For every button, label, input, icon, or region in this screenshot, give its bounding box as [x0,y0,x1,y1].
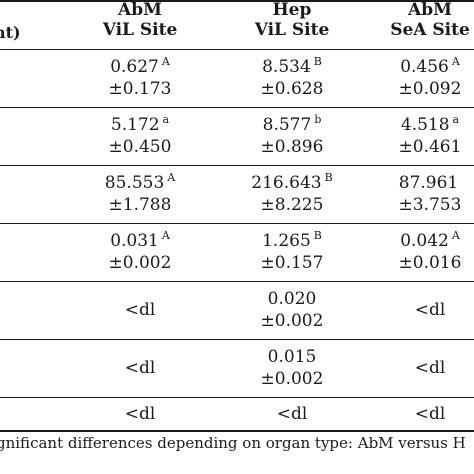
table-cell: 1.265 B ±0.157 [222,230,362,274]
cell-sd: ±1.788 [108,195,172,215]
table-cell: 8.577 b ±0.896 [222,114,362,158]
column-header-2-line1: Hep [272,0,312,20]
cell-superscript: A [167,171,176,184]
cell-sd: ±0.896 [260,137,324,157]
cell-superscript: A [161,55,170,68]
cell-mean: <dl [276,404,308,424]
cell-sd: ±0.450 [108,137,172,157]
cell-superscript: b [314,113,322,126]
cell-superscript: B [313,55,322,68]
cell-sd: ±0.002 [260,311,324,331]
header-rule [0,49,474,50]
table-cell: 85.553 A ±1.788 [70,172,210,216]
column-header-2-line2: ViL Site [254,20,330,40]
cell-mean: 0.015 [267,347,317,367]
cell-sd: ±0.628 [260,79,324,99]
column-header-1: AbM ViL Site [70,0,210,40]
table-cell: 5.172 a ±0.450 [70,114,210,158]
table-cell: 0.042 A ±0.016 [360,230,474,274]
cell-mean: 8.534 [262,57,311,77]
column-header-3-line2: SeA Site [390,20,470,40]
cell-mean: 87.961 [398,173,459,193]
table-cell: 4.518 a ±0.461 [360,114,474,158]
cell-mean: 216.643 [251,173,322,193]
cell-sd: ±0.002 [108,253,172,273]
table-cell: 87.961 ±3.753 [360,172,474,216]
table-cell: <dl [70,403,210,425]
column-header-3: AbM SeA Site [360,0,474,40]
table-cell: <dl [222,403,362,425]
cell-mean: 4.518 [400,115,450,135]
row-rule [0,339,474,340]
cell-superscript: A [451,55,460,68]
cell-mean: 8.577 [262,115,312,135]
table-cell: <dl [70,357,210,379]
column-header-2: Hep ViL Site [222,0,362,40]
column-header-1-line1: AbM [118,0,162,20]
cell-sd: ±0.002 [260,369,324,389]
cell-mean: <dl [414,404,446,424]
cell-superscript: A [451,229,460,242]
cell-mean: 1.265 [262,231,311,251]
cell-superscript: B [324,171,333,184]
table-cell: 0.020 ±0.002 [222,288,362,332]
cell-superscript: a [162,113,170,126]
cell-mean: <dl [124,404,156,424]
cell-sd: ±0.173 [108,79,172,99]
table-cell: 0.015 ±0.002 [222,346,362,390]
cell-mean: 85.553 [104,173,165,193]
cell-mean: 0.627 [110,57,159,77]
table-cell: <dl [360,299,474,321]
row-rule [0,397,474,398]
table-cell: 216.643 B ±8.225 [222,172,362,216]
table-cell: <dl [360,357,474,379]
table-bottom-rule [0,430,474,432]
table-cell: 0.031 A ±0.002 [70,230,210,274]
row-rule [0,223,474,224]
cell-sd: ±0.092 [398,79,462,99]
row-rule [0,281,474,282]
cell-sd: ±0.016 [398,253,462,273]
cell-superscript: A [161,229,170,242]
row-rule [0,165,474,166]
table-cell: 0.456 A ±0.092 [360,56,474,100]
cell-mean: <dl [124,358,156,378]
column-header-3-line1: AbM [408,0,452,20]
header-stub: nt) [0,23,21,42]
table-cell: 8.534 B ±0.628 [222,56,362,100]
table-footnote: gnificant differences depending on organ… [0,434,466,452]
table-cell: 0.627 A ±0.173 [70,56,210,100]
cell-mean: 0.456 [400,57,449,77]
cell-mean: 0.020 [267,289,317,309]
cell-mean: 0.031 [110,231,159,251]
cell-superscript: a [452,113,460,126]
cell-mean: 5.172 [110,115,160,135]
table-cell: <dl [360,403,474,425]
cell-mean: 0.042 [400,231,449,251]
cell-mean: <dl [414,300,446,320]
cell-sd: ±0.461 [398,137,462,157]
table-cell: <dl [70,299,210,321]
cell-mean: <dl [124,300,156,320]
cell-mean: <dl [414,358,446,378]
cell-sd: ±0.157 [260,253,324,273]
row-rule [0,107,474,108]
column-header-1-line2: ViL Site [102,20,178,40]
cell-sd: ±3.753 [398,195,462,215]
cell-sd: ±8.225 [260,195,324,215]
table-top-rule [0,0,474,2]
cell-superscript: B [313,229,322,242]
